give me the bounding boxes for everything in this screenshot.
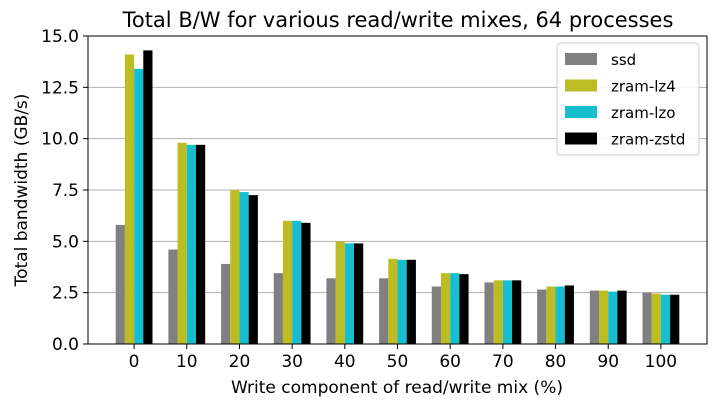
- y-tick-label: 10.0: [41, 130, 79, 150]
- x-tick-label: 80: [545, 352, 567, 372]
- bar-zram-zstd-90: [617, 290, 627, 344]
- bar-zram-zstd-0: [143, 50, 153, 345]
- bar-zram-lzo-100: [660, 294, 671, 344]
- bar-zram-zstd-50: [406, 259, 416, 344]
- bar-zram-lzo-60: [450, 273, 460, 344]
- legend-swatch-zram-lzo: [565, 106, 597, 118]
- bar-ssd-40: [326, 278, 336, 344]
- y-axis-label: Total bandwidth (GB/s): [12, 94, 32, 288]
- legend-items: ssd zram-lz4 zram-lzo zram-zstd: [565, 51, 685, 149]
- bar-zram-lz4-100: [651, 293, 661, 344]
- y-tick-label: 7.5: [52, 181, 79, 201]
- x-tick-label: 30: [281, 352, 303, 372]
- bar-zram-lz4-90: [599, 290, 609, 344]
- bar-zram-zstd-60: [459, 274, 469, 344]
- legend-label-zram-zstd: zram-zstd: [611, 131, 685, 149]
- legend-label-zram-lzo: zram-lzo: [611, 104, 675, 122]
- legend-label-zram-lz4: zram-lz4: [611, 78, 676, 96]
- y-tick-label: 5.0: [52, 232, 79, 252]
- x-axis-label: Write component of read/write mix (%): [231, 378, 563, 398]
- bar-zram-zstd-30: [301, 222, 311, 344]
- legend-box: [556, 42, 700, 156]
- x-axis: 0 10 20 30 40 50 60 70 80 90 100: [129, 344, 677, 372]
- x-tick-label: 10: [176, 352, 198, 372]
- bar-zram-zstd-100: [670, 294, 680, 344]
- y-tick-label: 15.0: [41, 27, 79, 47]
- legend-swatch-zram-zstd: [565, 132, 597, 145]
- bar-zram-zstd-70: [512, 280, 522, 344]
- bar-ssd-30: [273, 273, 283, 344]
- bar-ssd-10: [168, 249, 178, 344]
- y-axis: 0.0 2.5 5.0 7.5 10.0 12.5 15.0: [41, 27, 88, 355]
- bar-zram-lzo-30: [292, 220, 302, 344]
- x-tick-label: 90: [597, 352, 619, 372]
- bar-zram-zstd-40: [354, 243, 364, 344]
- bar-zram-lzo-90: [608, 291, 618, 344]
- x-tick-label: 100: [645, 352, 677, 372]
- bar-zram-lz4-30: [282, 220, 293, 344]
- bar-ssd-70: [484, 282, 494, 344]
- bar-zram-lzo-20: [239, 192, 249, 344]
- bar-zram-lzo-10: [186, 144, 196, 344]
- bars: [115, 50, 680, 345]
- bar-zram-zstd-10: [195, 144, 206, 344]
- bar-zram-lzo-50: [397, 259, 407, 344]
- x-tick-label: 50: [387, 352, 409, 372]
- legend-swatch-ssd: [565, 53, 597, 65]
- x-tick-label: 40: [334, 352, 356, 372]
- x-tick-label: 20: [229, 352, 251, 372]
- bar-zram-lz4-60: [440, 273, 451, 344]
- bar-zram-lz4-0: [124, 54, 135, 344]
- x-tick-label: 60: [439, 352, 461, 372]
- y-tick-label: 0.0: [52, 335, 79, 355]
- bar-zram-zstd-80: [564, 285, 574, 344]
- y-tick-label: 2.5: [52, 284, 79, 304]
- bar-zram-zstd-20: [248, 195, 258, 344]
- bar-ssd-60: [431, 286, 441, 344]
- x-tick-label: 70: [492, 352, 514, 372]
- bar-ssd-20: [221, 263, 231, 344]
- bar-zram-lz4-20: [230, 190, 240, 344]
- chart-title: Total B/W for various read/write mixes, …: [122, 8, 674, 32]
- legend-swatch-zram-lz4: [565, 79, 597, 92]
- bar-ssd-50: [379, 278, 389, 344]
- bar-zram-lzo-70: [502, 280, 513, 344]
- legend-label-ssd: ssd: [611, 51, 636, 69]
- bar-ssd-80: [537, 289, 547, 344]
- bar-ssd-90: [589, 290, 600, 344]
- bar-zram-lzo-80: [555, 286, 565, 344]
- y-tick-label: 12.5: [41, 78, 79, 98]
- x-tick-label: 0: [129, 352, 140, 372]
- bar-zram-lzo-0: [134, 68, 144, 344]
- legend: ssd zram-lz4 zram-lzo zram-zstd: [556, 42, 700, 156]
- bar-zram-lz4-70: [493, 280, 503, 344]
- bar-zram-lz4-10: [177, 142, 187, 344]
- bar-ssd-100: [642, 292, 652, 344]
- bar-ssd-0: [115, 224, 125, 344]
- bar-zram-lz4-80: [546, 286, 556, 344]
- bar-zram-lz4-40: [335, 241, 345, 344]
- bar-zram-lz4-50: [388, 258, 398, 344]
- bar-zram-lzo-40: [344, 243, 355, 344]
